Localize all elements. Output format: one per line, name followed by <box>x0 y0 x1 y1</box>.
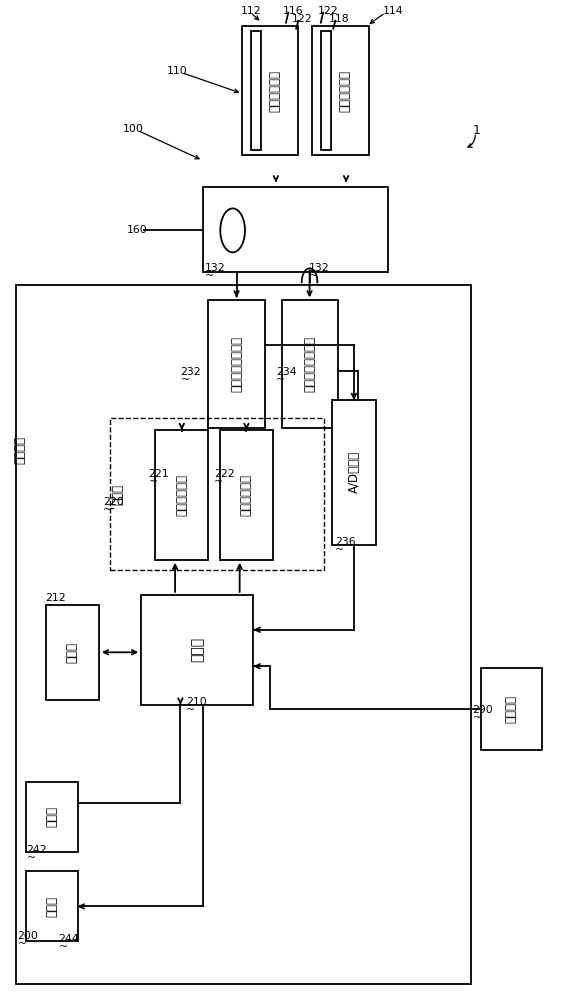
Text: ~: ~ <box>26 853 35 863</box>
Text: ~: ~ <box>309 271 318 281</box>
Text: ~: ~ <box>59 942 68 952</box>
Text: 控制装置: 控制装置 <box>14 436 27 464</box>
Text: 221: 221 <box>149 469 169 479</box>
Text: 132: 132 <box>205 263 226 273</box>
Text: 244: 244 <box>59 934 79 944</box>
Text: 输入部: 输入部 <box>45 806 59 827</box>
Bar <box>481 668 542 750</box>
Text: ~: ~ <box>149 477 158 487</box>
Text: ~: ~ <box>180 375 190 385</box>
Bar <box>242 26 298 155</box>
Text: 脚踏开关: 脚踏开关 <box>504 695 518 723</box>
Bar <box>321 31 331 150</box>
Text: ~: ~ <box>103 505 112 515</box>
Bar <box>312 26 369 155</box>
Bar <box>155 430 208 560</box>
Text: 212: 212 <box>46 593 66 603</box>
Text: ~: ~ <box>17 939 26 949</box>
Text: 234: 234 <box>276 367 297 377</box>
Bar <box>203 187 388 272</box>
Text: 控制部: 控制部 <box>190 637 204 662</box>
Text: 存储部: 存储部 <box>65 642 78 663</box>
Text: 116: 116 <box>283 6 303 16</box>
Text: 110: 110 <box>167 66 187 76</box>
Text: ~: ~ <box>214 477 224 487</box>
Bar <box>46 605 99 700</box>
Text: 第二电源电路: 第二电源电路 <box>240 474 253 516</box>
Text: 第一电阻检测电路: 第一电阻检测电路 <box>230 336 243 392</box>
Text: 222: 222 <box>214 469 235 479</box>
Text: 100: 100 <box>123 124 144 134</box>
Text: 236: 236 <box>335 537 355 547</box>
Bar <box>208 300 265 428</box>
Text: ~: ~ <box>472 713 481 723</box>
Text: 132: 132 <box>309 263 329 273</box>
Text: 1: 1 <box>472 124 480 137</box>
Text: 114: 114 <box>383 6 403 16</box>
Text: 112: 112 <box>241 6 262 16</box>
Text: ~: ~ <box>335 545 344 555</box>
Circle shape <box>220 208 245 252</box>
Text: ~: ~ <box>46 601 55 611</box>
Bar <box>26 782 78 852</box>
Bar <box>251 31 261 150</box>
Text: 210: 210 <box>186 697 207 707</box>
Text: A/D转换器: A/D转换器 <box>347 451 360 493</box>
Bar <box>282 300 338 428</box>
Text: 232: 232 <box>180 367 201 377</box>
Text: 118: 118 <box>329 14 350 24</box>
Text: 160: 160 <box>127 225 148 235</box>
Text: 第一发热元件: 第一发热元件 <box>268 70 282 112</box>
Bar <box>16 285 471 984</box>
Text: 第一电源电路: 第一电源电路 <box>175 474 188 516</box>
Text: 122: 122 <box>318 6 338 16</box>
Text: 220: 220 <box>103 497 124 507</box>
Bar <box>332 400 376 545</box>
Bar <box>141 595 253 705</box>
Text: 显示部: 显示部 <box>45 896 59 917</box>
Text: 电源部: 电源部 <box>111 484 124 505</box>
Bar <box>26 871 78 941</box>
Text: ~: ~ <box>186 705 195 715</box>
Text: 122: 122 <box>292 14 312 24</box>
Text: ~: ~ <box>205 271 215 281</box>
Text: 242: 242 <box>26 845 47 855</box>
Text: 200: 200 <box>17 931 38 941</box>
Bar <box>110 418 324 570</box>
Text: 第二电阻检测电路: 第二电阻检测电路 <box>303 336 316 392</box>
Bar <box>220 430 273 560</box>
Text: 290: 290 <box>472 705 493 715</box>
Text: 第二发热元件: 第二发热元件 <box>338 70 351 112</box>
Text: ~: ~ <box>276 375 285 385</box>
